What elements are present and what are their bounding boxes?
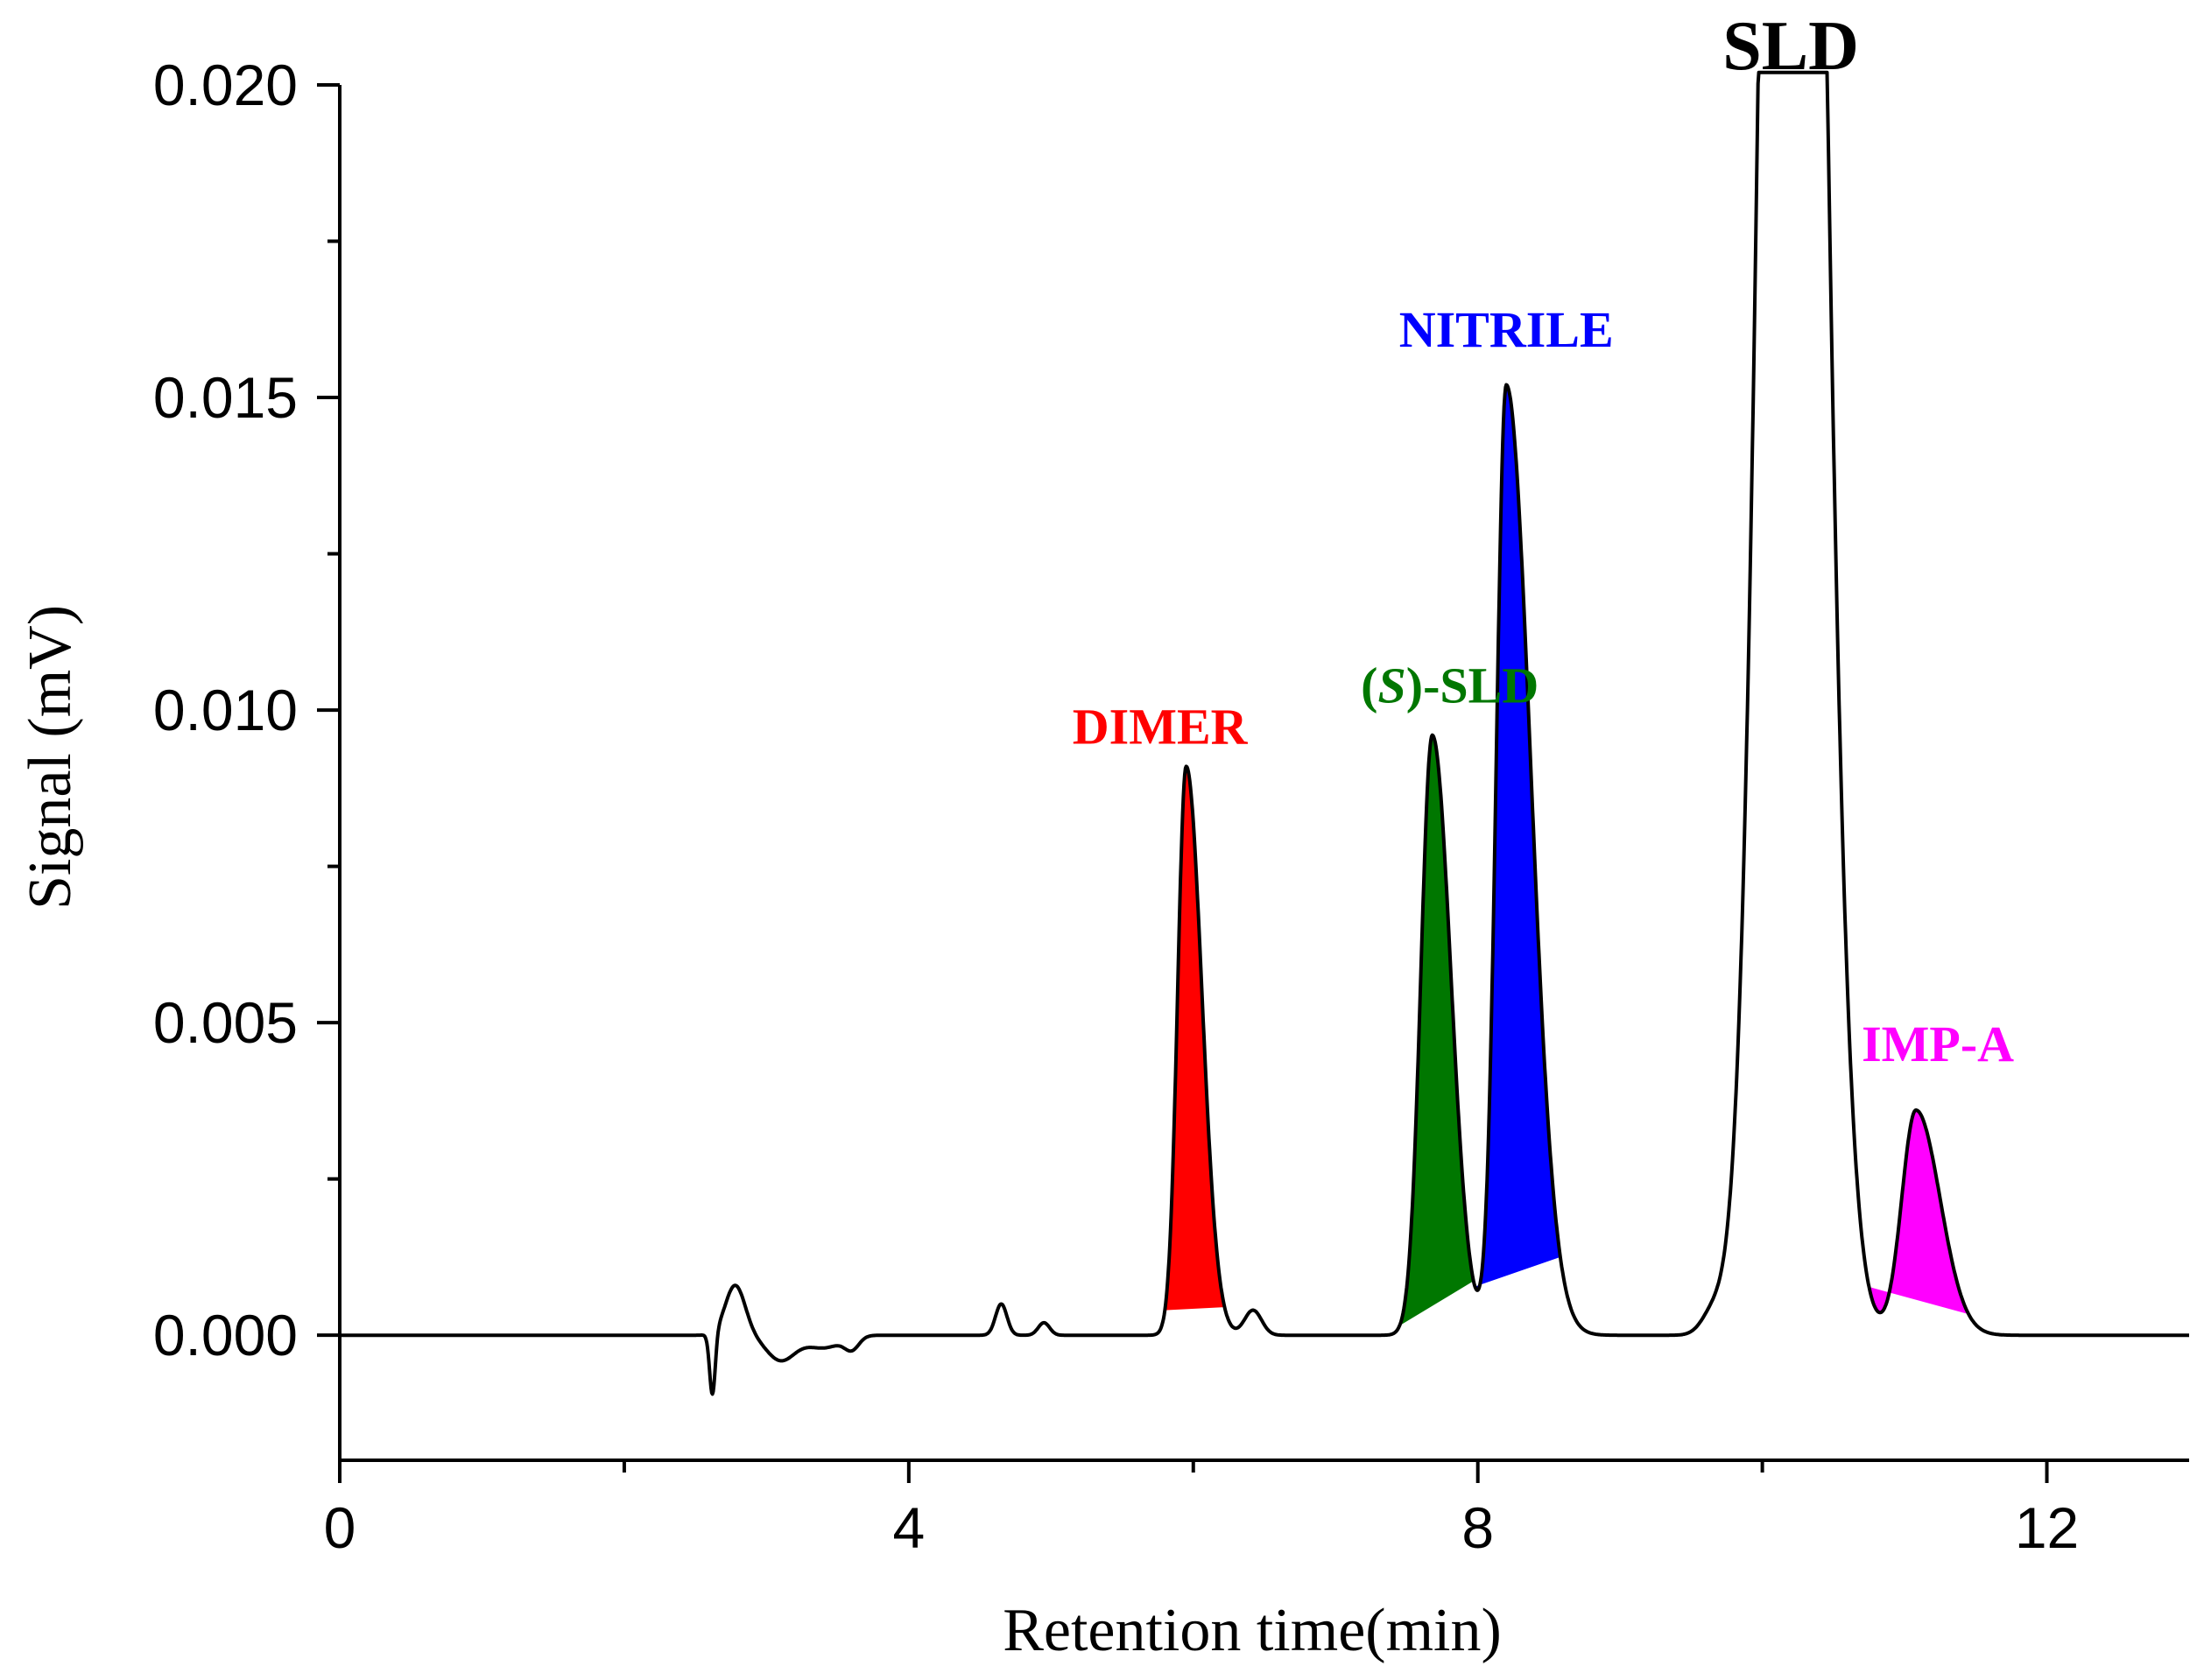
peak-label-dimer: DIMER (1073, 698, 1249, 755)
y-tick-label: 0.015 (153, 365, 298, 430)
y-tick-label: 0.010 (153, 678, 298, 742)
signal-trace (338, 70, 2191, 1396)
peak-label-imp-a: IMP-A (1862, 1016, 2014, 1072)
x-axis-title: Retention time(min) (1003, 1597, 1502, 1664)
y-tick-label: 0.000 (153, 1303, 298, 1367)
peak-label-sld: SLD (1722, 8, 1859, 85)
peak-labels: DIMER (S)-SLD NITRILE SLD IMP-A (1073, 8, 2014, 1072)
y-tick-label: 0.005 (153, 990, 298, 1055)
peak-label--s-sld: (S)-SLD (1361, 657, 1539, 714)
x-tick-label: 4 (892, 1495, 925, 1560)
y-axis-title: Signal (mV) (17, 605, 84, 910)
peak-label-nitrile: NITRILE (1399, 301, 1614, 358)
ticks (317, 83, 2049, 1483)
peak-fill-nitrile (1475, 384, 1560, 1290)
x-tick-label: 0 (324, 1495, 356, 1560)
tick-labels: 0 4 8 12 0.000 0.005 0.010 0.015 0.020 (153, 53, 2079, 1560)
peak-fills (1165, 384, 1969, 1326)
peak-fill-imp-a (1869, 1110, 1969, 1315)
x-tick-label: 12 (2015, 1495, 2079, 1560)
peak-fill--s-sld (1399, 735, 1474, 1326)
x-tick-label: 8 (1461, 1495, 1494, 1560)
axes (338, 85, 2189, 1462)
y-tick-label: 0.020 (153, 53, 298, 117)
